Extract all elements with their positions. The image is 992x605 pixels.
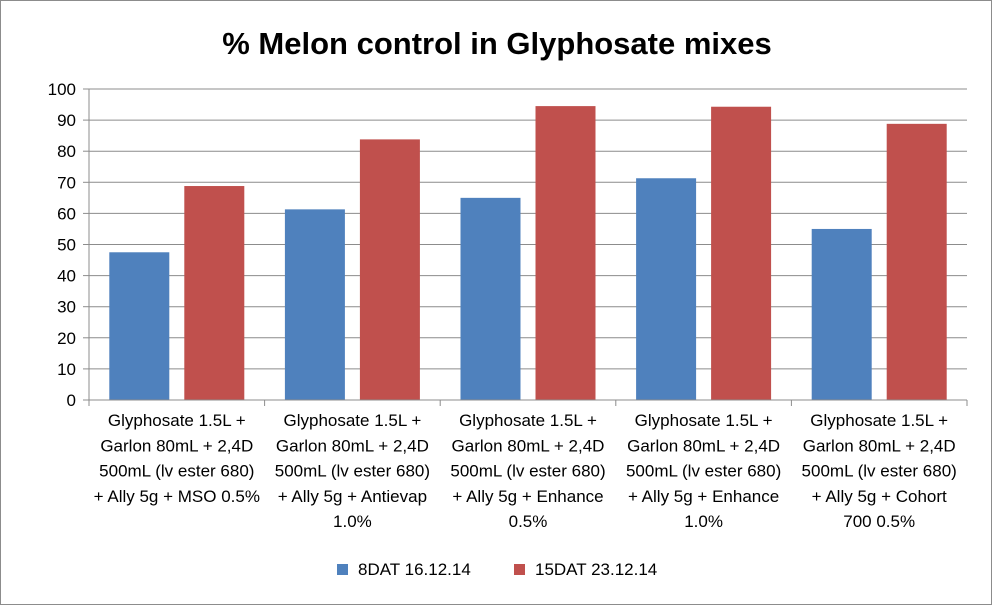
x-category-label: Glyphosate 1.5L + Garlon 80mL + 2,4D 500mL… xyxy=(450,411,605,531)
x-category-label-line: 500mL (lv ester 680) xyxy=(450,462,605,481)
y-tick-label: 0 xyxy=(67,391,76,410)
x-category-label-line: 1.0% xyxy=(333,512,372,531)
legend-swatch xyxy=(337,564,348,575)
x-category-label-line: + Ally 5g + MSO 0.5% xyxy=(94,487,260,506)
x-category-label-line: 500mL (lv ester 680) xyxy=(626,462,781,481)
y-tick-label: 100 xyxy=(48,80,76,99)
x-category-label-line: 0.5% xyxy=(509,512,548,531)
bar-series1-cat4 xyxy=(636,178,697,400)
bar-series2-cat4 xyxy=(711,106,772,401)
x-category-label: Glyphosate 1.5L + Garlon 80mL + 2,4D 500mL… xyxy=(94,411,260,506)
bar-series2-cat3 xyxy=(535,106,596,400)
bar-series2-cat1 xyxy=(184,186,245,400)
x-category-label: Glyphosate 1.5L + Garlon 80mL + 2,4D 500mL… xyxy=(626,411,781,531)
x-category-label-line: 500mL (lv ester 680) xyxy=(275,462,430,481)
x-category-label-line: Garlon 80mL + 2,4D xyxy=(452,436,605,455)
bar-series2-cat2 xyxy=(359,139,420,400)
x-category-label-line: + Ally 5g + Enhance xyxy=(452,487,603,506)
x-category-label-line: Glyphosate 1.5L + xyxy=(108,411,246,430)
legend-swatch xyxy=(514,564,525,575)
bar-series2-cat5 xyxy=(886,123,947,400)
bars xyxy=(109,106,947,401)
y-tick-label: 20 xyxy=(57,329,76,348)
y-tick-label: 50 xyxy=(57,236,76,255)
bar-series1-cat1 xyxy=(109,252,170,400)
y-tick-label: 90 xyxy=(57,111,76,130)
x-category-label-line: Garlon 80mL + 2,4D xyxy=(627,436,780,455)
y-tick-label: 80 xyxy=(57,142,76,161)
x-category-label-line: Glyphosate 1.5L + xyxy=(283,411,421,430)
y-tick-label: 40 xyxy=(57,267,76,286)
bar-series1-cat5 xyxy=(811,228,872,400)
y-tick-label: 30 xyxy=(57,298,76,317)
x-category-label-line: Glyphosate 1.5L + xyxy=(635,411,773,430)
x-category-label-line: 700 0.5% xyxy=(843,512,915,531)
x-category-label-line: 500mL (lv ester 680) xyxy=(99,462,254,481)
bar-series1-cat2 xyxy=(284,209,345,400)
x-category-label-line: Garlon 80mL + 2,4D xyxy=(803,436,956,455)
x-category-label: Glyphosate 1.5L + Garlon 80mL + 2,4D 500mL… xyxy=(802,411,957,531)
legend-label: 8DAT 16.12.14 xyxy=(358,560,471,579)
x-category-label-line: + Ally 5g + Cohort xyxy=(812,487,947,506)
y-tick-label: 10 xyxy=(57,360,76,379)
y-tick-label: 60 xyxy=(57,204,76,223)
x-category-label-line: Garlon 80mL + 2,4D xyxy=(276,436,429,455)
x-category-label-line: Glyphosate 1.5L + xyxy=(810,411,948,430)
x-category-label-line: Glyphosate 1.5L + xyxy=(459,411,597,430)
y-tick-label: 70 xyxy=(57,173,76,192)
x-category-label-line: + Ally 5g + Enhance xyxy=(628,487,779,506)
x-category-label-line: 500mL (lv ester 680) xyxy=(802,462,957,481)
x-category-label-line: + Ally 5g + Antievap xyxy=(278,487,427,506)
legend: 8DAT 16.12.14 15DAT 23.12.14 xyxy=(337,560,657,579)
x-category-label: Glyphosate 1.5L + Garlon 80mL + 2,4D 500mL… xyxy=(275,411,430,531)
legend-label: 15DAT 23.12.14 xyxy=(535,560,657,579)
x-category-label-line: 1.0% xyxy=(684,512,723,531)
x-category-label-line: Garlon 80mL + 2,4D xyxy=(100,436,253,455)
chart-title: % Melon control in Glyphosate mixes xyxy=(222,26,772,61)
bar-series1-cat3 xyxy=(460,197,521,400)
